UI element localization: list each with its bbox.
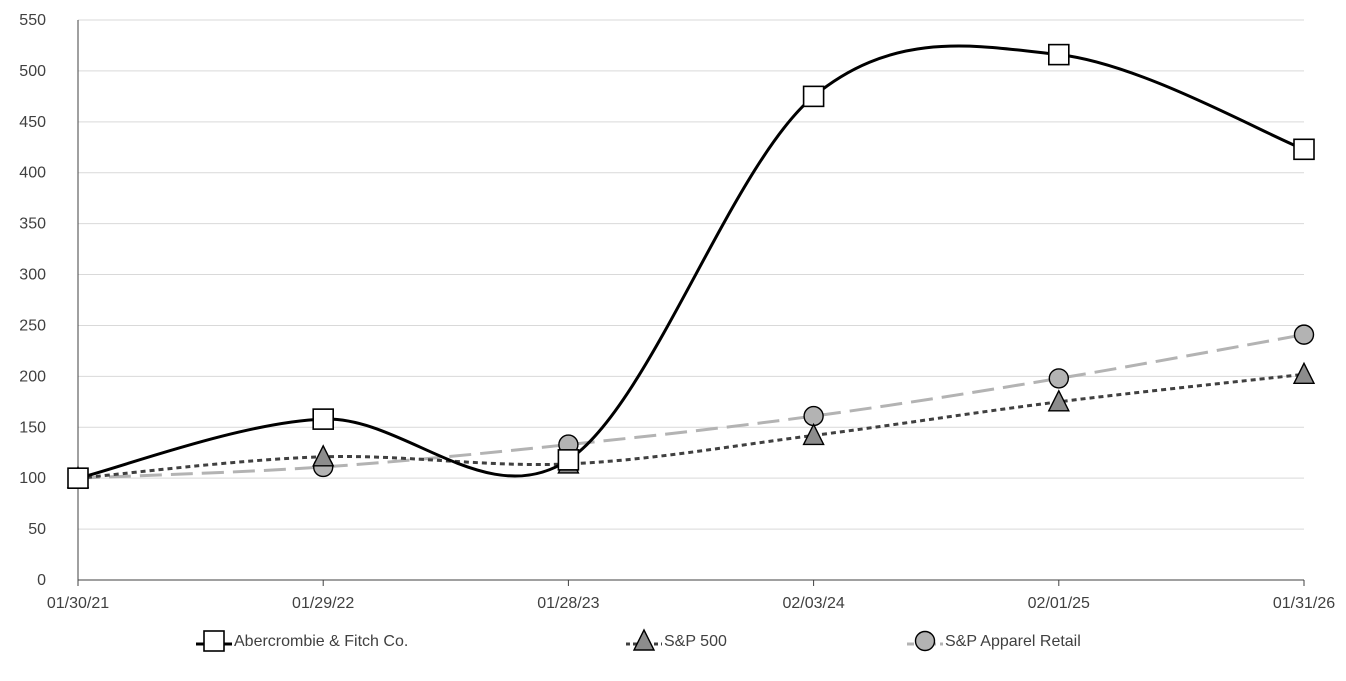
data-point: [1293, 324, 1315, 345]
data-point: [1047, 389, 1070, 412]
legend-item: S&P Apparel Retail: [907, 630, 1081, 652]
data-point: [1048, 368, 1070, 389]
x-tick-label: 01/29/22: [292, 595, 354, 612]
data-point: [802, 85, 825, 108]
y-tick-label: 450: [19, 114, 46, 131]
y-tick-label: 250: [19, 317, 46, 334]
x-tick-label: 02/01/25: [1028, 595, 1090, 612]
x-tick-label: 01/31/26: [1273, 595, 1335, 612]
legend-marker: [203, 630, 225, 652]
y-tick-label: 300: [19, 267, 46, 284]
y-tick-label: 550: [19, 12, 46, 29]
legend-item: Abercrombie & Fitch Co.: [196, 630, 408, 652]
series-group: [66, 43, 1316, 489]
y-tick-label: 350: [19, 216, 46, 233]
y-tick-label: 0: [37, 572, 46, 589]
data-point: [557, 449, 580, 471]
data-point: [1293, 138, 1315, 161]
x-tick-label: 01/28/23: [537, 595, 599, 612]
y-tick-label: 50: [28, 521, 46, 538]
y-tick-label: 100: [19, 470, 46, 487]
legend-label: Abercrombie & Fitch Co.: [234, 633, 408, 650]
legend-item: S&P 500: [626, 628, 727, 651]
data-point: [312, 444, 335, 467]
legend-marker: [632, 628, 656, 651]
legend-label: S&P Apparel Retail: [945, 633, 1081, 650]
data-point: [312, 408, 335, 430]
gridlines: [78, 19, 1304, 530]
data-point: [67, 467, 89, 489]
data-point: [1292, 361, 1316, 385]
y-tick-label: 500: [19, 63, 46, 80]
legend-label: S&P 500: [664, 633, 727, 650]
x-axis-ticks: 01/30/21 01/29/22 01/28/23 02/03/24 02/01/25…: [47, 580, 1335, 612]
series-line: [77, 333, 1305, 480]
series-line: [77, 372, 1305, 480]
y-tick-label: 150: [19, 419, 46, 436]
x-tick-label: 02/03/24: [782, 595, 844, 612]
legend: Abercrombie & Fitch Co. S&P 500 S&P Appare…: [196, 628, 1081, 652]
x-tick-label: 01/30/21: [47, 595, 109, 612]
series-line: [77, 44, 1305, 480]
y-tick-label: 200: [19, 368, 46, 385]
data-point: [803, 405, 824, 427]
y-axis-ticks: 0 50 100 150 200 250 300 350 400 450 500 550: [19, 12, 46, 589]
data-point: [1048, 43, 1070, 66]
y-tick-label: 400: [19, 165, 46, 182]
legend-marker: [914, 630, 936, 652]
axes: [77, 20, 1304, 581]
data-point: [802, 422, 825, 446]
